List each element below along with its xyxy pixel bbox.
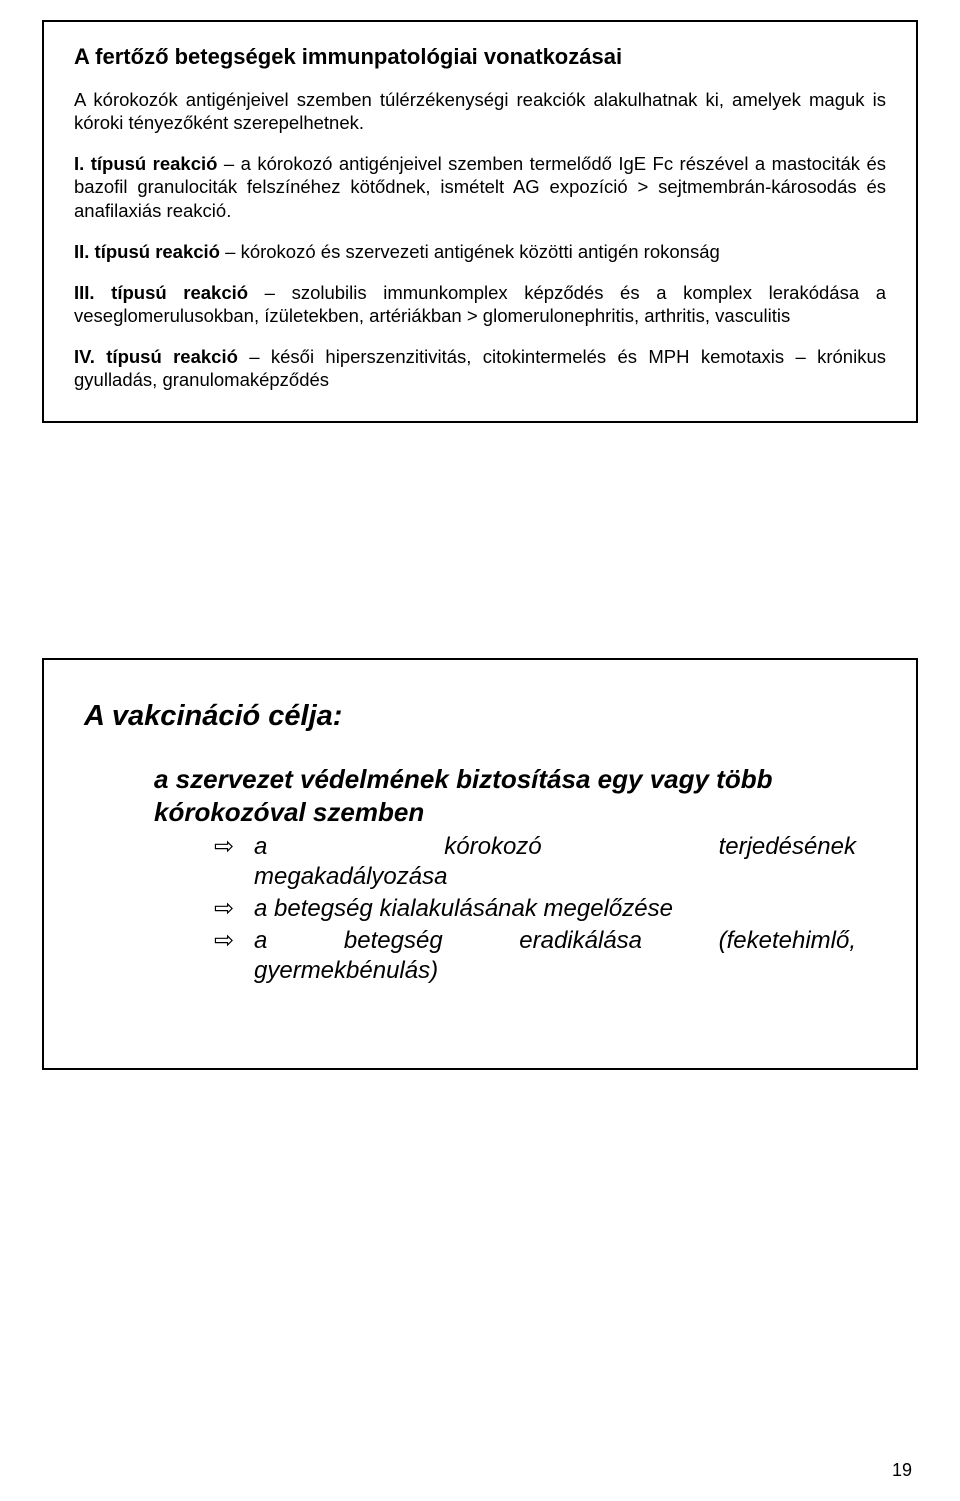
box1-para-2: II. típusú reakció – kórokozó és szervez… (74, 240, 886, 263)
para1-lead: I. típusú reakció (74, 153, 217, 174)
box-immunopathology: A fertőző betegségek immunpatológiai von… (42, 20, 918, 423)
sub-item-1: ⇨ a kórokozó terjedésének megakadályozás… (214, 832, 856, 892)
sub-item-3: ⇨ a betegség eradikálása (feketehimlő, g… (214, 926, 856, 986)
goal-sublist: ⇨ a kórokozó terjedésének megakadályozás… (214, 832, 856, 986)
para2-lead: II. típusú reakció (74, 241, 220, 262)
s3-line1: a betegség eradikálása (feketehimlő, (254, 926, 856, 956)
s1-b: kórokozó (444, 832, 541, 862)
s1-c: terjedésének (719, 832, 856, 862)
page: A fertőző betegségek immunpatológiai von… (0, 0, 960, 1501)
arrow-icon: ⇨ (214, 926, 234, 956)
box1-para-4: IV. típusú reakció – késői hiperszenziti… (74, 345, 886, 391)
sub-item-2: ⇨ a betegség kialakulásának megelőzése (214, 894, 856, 924)
box1-para-1: I. típusú reakció – a kórokozó antigénje… (74, 152, 886, 221)
arrow-icon: ⇨ (214, 894, 234, 924)
page-number: 19 (892, 1460, 912, 1481)
goal-main: a szervezet védelmének biztosítása egy v… (154, 763, 866, 828)
para3-lead: III. típusú reakció (74, 282, 248, 303)
para2-rest: – kórokozó és szervezeti antigének közöt… (220, 241, 720, 262)
box1-para-3: III. típusú reakció – szolubilis immunko… (74, 281, 886, 327)
box1-intro: A kórokozók antigénjeivel szemben túlérz… (74, 88, 886, 134)
s1-line2: megakadályozása (254, 862, 856, 892)
arrow-icon: ⇨ (214, 832, 234, 862)
para4-lead: IV. típusú reakció (74, 346, 238, 367)
box1-title: A fertőző betegségek immunpatológiai von… (74, 44, 886, 70)
box-vaccination-goal: A vakcináció célja: a szervezet védelmén… (42, 658, 918, 1070)
s2-text: a betegség kialakulásának megelőzése (254, 895, 673, 922)
s3-line2: gyermekbénulás) (254, 956, 856, 986)
box2-title: A vakcináció célja: (84, 700, 876, 733)
s1-a: a (254, 832, 267, 862)
